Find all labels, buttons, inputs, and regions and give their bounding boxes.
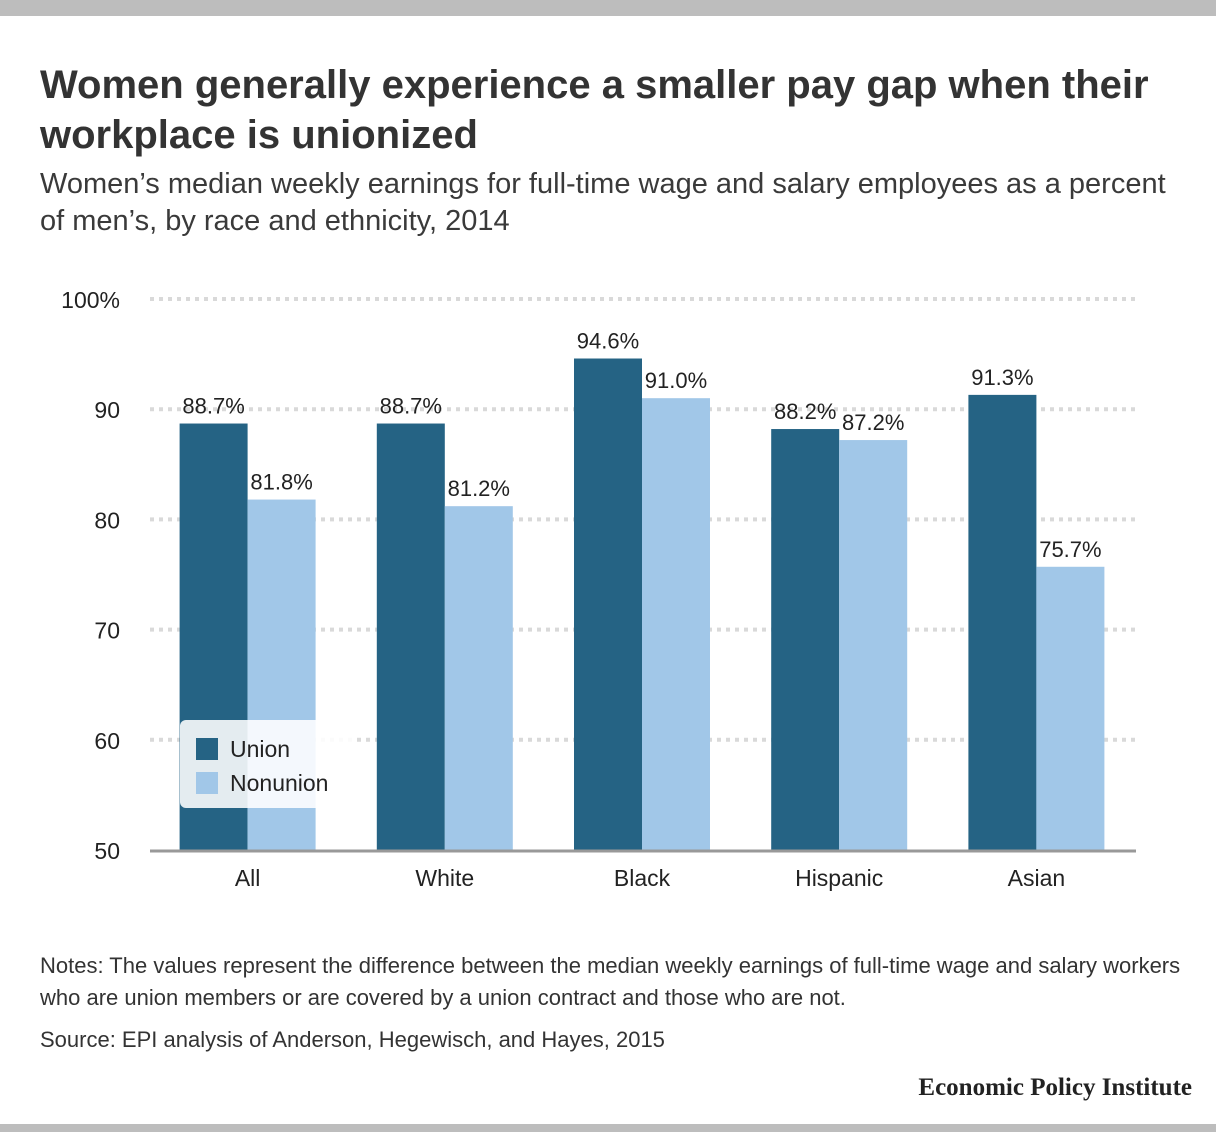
chart-source: Source: EPI analysis of Anderson, Hegewi…	[40, 1027, 665, 1052]
legend-label-nonunion: Nonunion	[230, 769, 329, 796]
bar-nonunion-hispanic	[839, 440, 908, 850]
legend-swatch-union	[196, 738, 218, 760]
y-tick-label: 80	[94, 507, 120, 533]
data-label: 88.2%	[774, 399, 836, 424]
bar-union-black	[574, 358, 642, 850]
top-border	[0, 0, 1216, 16]
chart-subtitle: Women’s median weekly earnings for full-…	[40, 168, 1166, 237]
data-label: 81.8%	[250, 470, 312, 495]
bar-nonunion-black	[642, 398, 710, 850]
x-tick-label: All	[235, 865, 261, 891]
legend-item-union: Union	[196, 734, 290, 764]
chart-notes: Notes: The values represent the differen…	[40, 953, 1181, 1010]
bar-nonunion-asian	[1036, 566, 1105, 850]
bar-nonunion-white	[444, 506, 513, 850]
data-label: 91.0%	[645, 368, 707, 393]
bar-union-asian	[968, 394, 1037, 850]
legend-item-nonunion: Nonunion	[196, 768, 328, 798]
x-tick-label: White	[415, 865, 474, 891]
bar-chart: 50 60 70 80 90 100% 88.7% 81.8% All 88.7% 81.2% Whi…	[61, 287, 1136, 891]
x-tick-label: Hispanic	[795, 865, 883, 891]
bottom-border	[0, 1124, 1216, 1132]
x-tick-label: Black	[614, 865, 671, 891]
data-label: 94.6%	[577, 329, 639, 354]
chart-title: Women generally experience a smaller pay…	[40, 63, 1149, 157]
data-label: 81.2%	[448, 476, 510, 501]
x-tick-label: Asian	[1008, 865, 1066, 891]
bar-union-hispanic	[771, 429, 840, 850]
legend: Union Nonunion	[180, 720, 352, 808]
y-tick-label: 100%	[61, 287, 120, 313]
legend-swatch-nonunion	[196, 772, 218, 794]
data-label: 91.3%	[971, 365, 1033, 390]
data-label: 88.7%	[380, 394, 442, 419]
y-tick-label: 90	[94, 397, 120, 423]
y-tick-label: 50	[94, 838, 120, 864]
data-label: 88.7%	[182, 394, 244, 419]
legend-label-union: Union	[230, 735, 291, 762]
bar-union-white	[376, 423, 445, 850]
y-tick-label: 60	[94, 728, 120, 754]
y-tick-label: 70	[94, 618, 120, 644]
data-label: 75.7%	[1039, 537, 1101, 562]
data-label: 87.2%	[842, 410, 904, 435]
brand-logo: Economic Policy Institute	[918, 1074, 1192, 1101]
